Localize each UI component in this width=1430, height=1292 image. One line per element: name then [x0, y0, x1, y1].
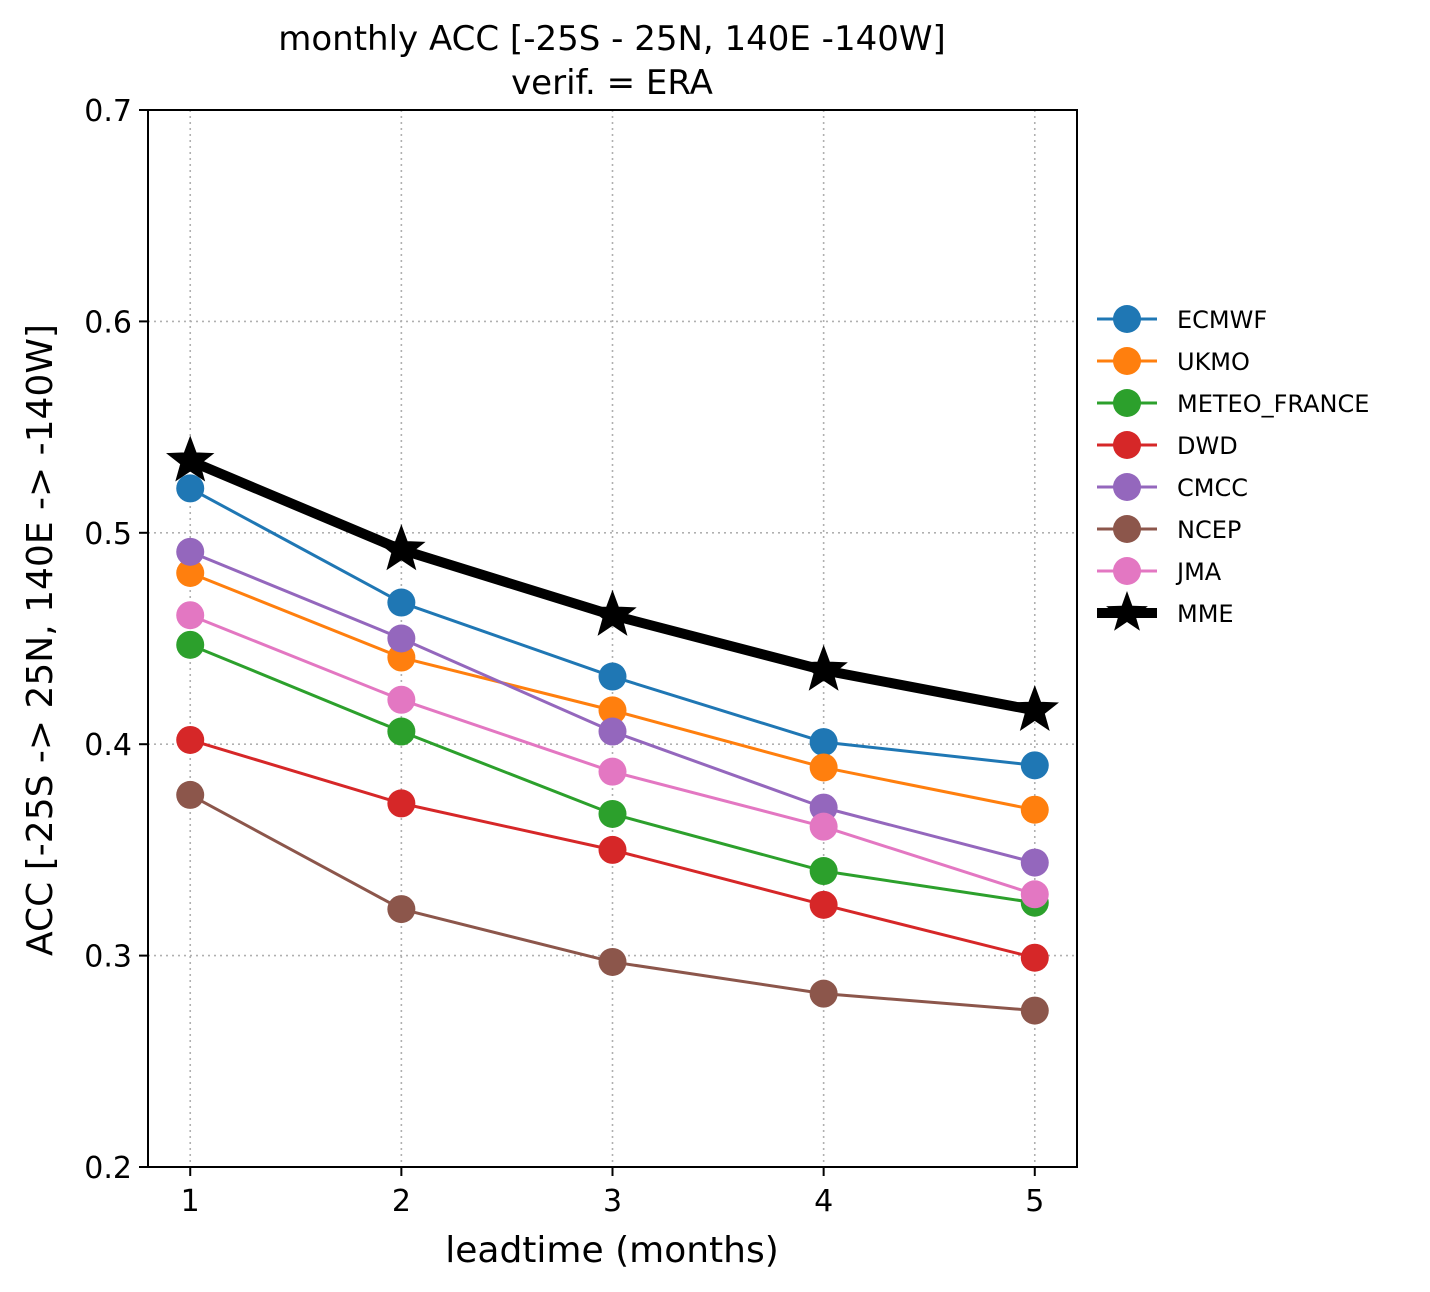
series-mme — [166, 435, 1059, 731]
legend-item: JMA — [1097, 557, 1222, 586]
legend-marker — [1113, 389, 1141, 417]
legend-item: METEO_FRANCE — [1097, 389, 1369, 418]
legend-label: CMCC — [1177, 474, 1248, 502]
legend: ECMWF UKMO METEO_FRANCE DWD CMCC NCEP JMA MME — [1097, 305, 1369, 631]
data-point-star — [166, 435, 215, 482]
data-point — [387, 685, 416, 714]
x-tick-label: 3 — [603, 1184, 622, 1219]
data-point — [387, 789, 416, 818]
axis-ticks: 1 2 3 4 5 0.2 0.3 0.4 0.5 0.6 0.7 — [84, 94, 1044, 1219]
legend-item: NCEP — [1097, 515, 1241, 544]
data-point-star — [588, 589, 637, 636]
data-point — [809, 812, 838, 841]
data-point — [387, 624, 416, 653]
legend-item: DWD — [1097, 431, 1238, 460]
legend-item: ECMWF — [1097, 305, 1267, 334]
data-point — [176, 601, 205, 630]
series-cmcc — [176, 537, 1049, 877]
legend-label: MME — [1177, 600, 1234, 628]
data-point — [1020, 795, 1049, 824]
legend-item: CMCC — [1097, 473, 1248, 502]
chart-subtitle: verif. = ERA — [511, 63, 713, 103]
chart-title: monthly ACC [-25S - 25N, 140E -140W] — [278, 19, 945, 59]
series-jma — [176, 601, 1049, 909]
data-point — [387, 717, 416, 746]
series-dwd — [176, 725, 1049, 972]
data-point — [1020, 880, 1049, 909]
y-tick-label: 0.7 — [84, 94, 132, 129]
data-point — [809, 979, 838, 1008]
series-ecmwf — [176, 474, 1049, 780]
data-point — [809, 753, 838, 782]
y-tick-label: 0.5 — [84, 517, 132, 552]
legend-label: METEO_FRANCE — [1177, 390, 1369, 418]
data-point — [176, 780, 205, 809]
data-point — [176, 558, 205, 587]
data-point — [598, 717, 627, 746]
legend-item: UKMO — [1097, 347, 1250, 376]
legend-label: DWD — [1177, 432, 1238, 460]
plot-series — [166, 435, 1059, 1025]
data-point-star — [799, 644, 848, 691]
data-point — [598, 696, 627, 725]
data-point — [1020, 751, 1049, 780]
legend-label: NCEP — [1177, 516, 1241, 544]
data-point — [598, 662, 627, 691]
series-ncep — [176, 780, 1049, 1025]
data-point — [598, 799, 627, 828]
legend-label: UKMO — [1177, 348, 1250, 376]
data-point — [1020, 848, 1049, 877]
x-tick-label: 2 — [392, 1184, 411, 1219]
data-point — [1020, 996, 1049, 1025]
data-point — [598, 947, 627, 976]
y-axis-label: ACC [-25S -> 25N, 140E -> -140W] — [20, 324, 61, 956]
data-point — [809, 728, 838, 757]
legend-label: JMA — [1175, 558, 1222, 586]
x-tick-label: 1 — [181, 1184, 200, 1219]
legend-item: MME — [1097, 591, 1234, 631]
data-point — [598, 835, 627, 864]
legend-label: ECMWF — [1177, 306, 1267, 334]
legend-marker — [1113, 515, 1141, 543]
series-ukmo — [176, 558, 1049, 824]
data-point — [176, 725, 205, 754]
legend-marker — [1113, 431, 1141, 459]
data-point-star — [1010, 684, 1059, 731]
legend-marker — [1113, 305, 1141, 333]
data-point — [387, 588, 416, 617]
x-axis-label: leadtime (months) — [445, 1230, 779, 1271]
legend-marker — [1113, 473, 1141, 501]
data-point — [176, 630, 205, 659]
data-point — [809, 857, 838, 886]
legend-marker — [1113, 557, 1141, 585]
data-point — [176, 474, 205, 503]
legend-marker — [1113, 347, 1141, 375]
data-point — [809, 890, 838, 919]
y-tick-label: 0.2 — [84, 1151, 132, 1186]
data-point — [598, 757, 627, 786]
x-tick-label: 5 — [1025, 1184, 1044, 1219]
data-point — [176, 537, 205, 566]
data-point-star — [377, 524, 426, 571]
y-tick-label: 0.4 — [84, 728, 132, 763]
x-tick-label: 4 — [814, 1184, 833, 1219]
legend-marker-star — [1106, 591, 1148, 631]
data-point — [1020, 943, 1049, 972]
y-tick-label: 0.6 — [84, 305, 132, 340]
y-tick-label: 0.3 — [84, 940, 132, 975]
data-point — [387, 895, 416, 924]
